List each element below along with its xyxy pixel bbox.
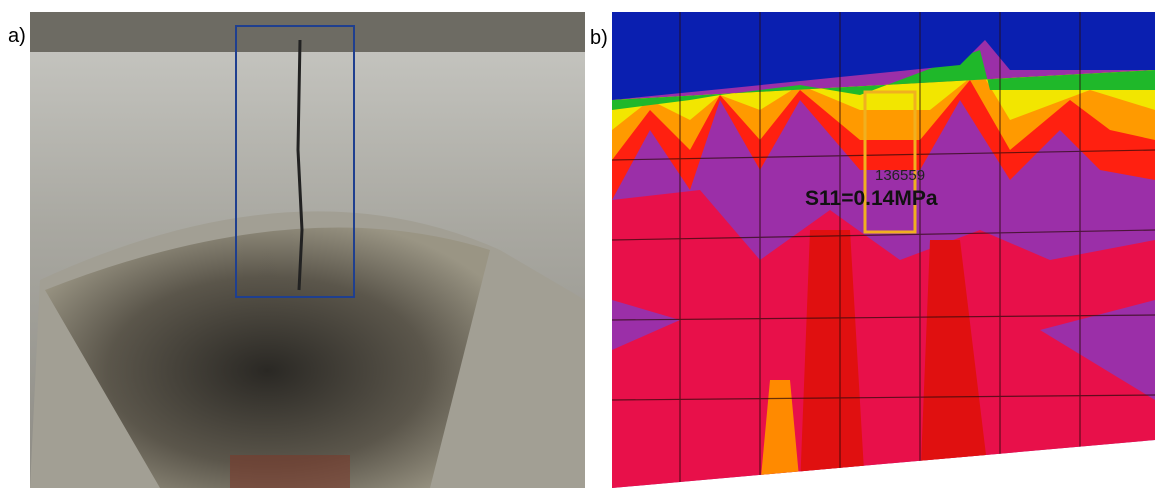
fe-panel: 136559 S11=0.14MPa b) [590,12,1155,488]
stress-label: S11=0.14MPa [805,187,938,210]
top-edge [30,12,585,52]
node-id: 136559 [875,167,925,184]
photo-panel: a) [8,12,585,488]
panel-label: a) [8,25,26,47]
panel-label: b) [590,27,608,49]
figure: a) 136559 S11=0.14MPa b) [0,0,1155,488]
grate [230,455,350,488]
